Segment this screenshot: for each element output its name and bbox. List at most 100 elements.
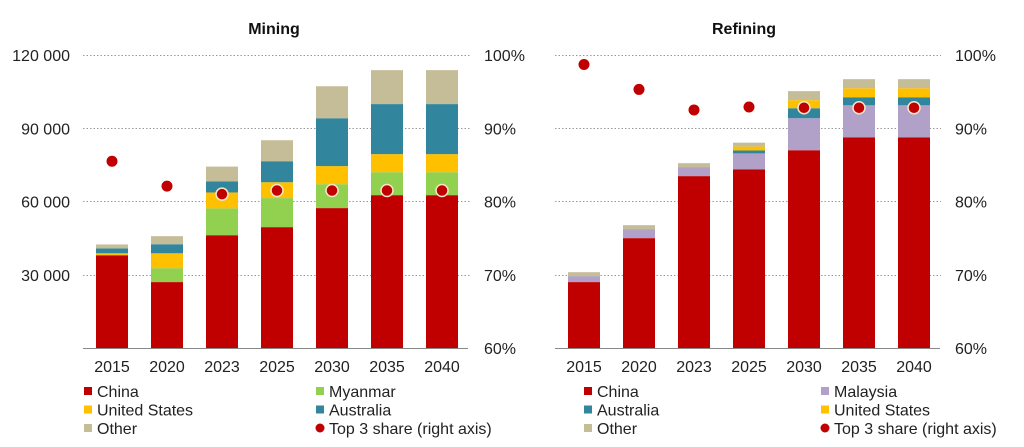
bar-segment-china [316, 208, 348, 348]
bar-segment-other [843, 79, 875, 89]
bar-segment-myanmar [426, 172, 458, 196]
top3-share-point [852, 100, 866, 115]
bar-segment-china [96, 255, 128, 348]
legend-label: Top 3 share (right axis) [329, 421, 492, 438]
right-axis-tick-label: 100% [484, 48, 525, 65]
bar-segment-other [733, 142, 765, 147]
bar-segment-china [733, 169, 765, 348]
bar-segment-australia [151, 244, 183, 254]
bar-segment-united-states [371, 154, 403, 173]
legend-marker [820, 423, 830, 433]
legend-swatch [821, 387, 829, 395]
x-axis-tick-label: 2015 [566, 359, 602, 376]
legend-label: Top 3 share (right axis) [834, 421, 997, 438]
bar-segment-united-states [151, 253, 183, 269]
bar-segment-other [678, 163, 710, 168]
bar-segment-australia [316, 118, 348, 167]
bar-segment-myanmar [206, 208, 238, 236]
legend-swatch [84, 405, 92, 414]
bar-segment-china [678, 176, 710, 348]
bar-segment-australia [261, 161, 293, 183]
top3-share-point [106, 155, 118, 167]
legend-swatch [584, 424, 592, 432]
right-axis-tick-label: 90% [484, 121, 516, 138]
bar-segment-other [206, 166, 238, 182]
bar-segment-malaysia [623, 229, 655, 239]
legend-marker [315, 423, 325, 433]
bar-segment-australia [733, 150, 765, 154]
left-axis-tick-label: 90 000 [21, 121, 70, 138]
legend-label: United States [97, 403, 193, 420]
bar-segment-other [261, 140, 293, 162]
left-axis-tick-label: 30 000 [21, 268, 70, 285]
top3-share-point [380, 183, 394, 198]
bar-segment-china [261, 227, 293, 348]
legend-label: China [597, 384, 639, 401]
top3-share-point [688, 104, 700, 116]
bar-segment-china [788, 150, 820, 348]
right-axis-tick-label: 70% [955, 268, 987, 285]
bar-segment-united-states [96, 253, 128, 256]
x-axis-tick-label: 2020 [149, 359, 185, 376]
right-axis-tick-label: 60% [484, 341, 516, 358]
bar-segment-china [151, 282, 183, 348]
bar-segment-united-states [898, 88, 930, 98]
bar-segment-malaysia [788, 118, 820, 151]
bar-segment-other [316, 86, 348, 119]
right-axis-tick-label: 90% [955, 121, 987, 138]
bar-segment-china [898, 137, 930, 348]
legend-label: Malaysia [834, 384, 897, 401]
bar-segment-other [426, 70, 458, 105]
legend-label: Other [97, 421, 138, 438]
x-axis-tick-label: 2035 [841, 359, 877, 376]
right-axis-tick-label: 100% [955, 48, 996, 65]
bar-segment-china [568, 282, 600, 348]
bar-segment-china [623, 238, 655, 348]
legend-swatch [584, 387, 592, 395]
bar-segment-china [206, 235, 238, 348]
bar-segment-australia [206, 181, 238, 193]
x-axis-tick-label: 2015 [94, 359, 130, 376]
legend-label: Australia [329, 403, 391, 420]
top3-share-point [435, 183, 449, 198]
bar-segment-australia [371, 104, 403, 155]
bar-segment-myanmar [261, 198, 293, 228]
left-axis-tick-label: 120 000 [12, 48, 70, 65]
bar-segment-other [568, 272, 600, 277]
legend-label: China [97, 384, 139, 401]
x-axis-tick-label: 2020 [621, 359, 657, 376]
bar-segment-other [623, 225, 655, 230]
top3-share-point [270, 183, 284, 198]
x-axis-tick-label: 2040 [896, 359, 932, 376]
bar-segment-china [426, 195, 458, 348]
x-axis-tick-label: 2040 [424, 359, 460, 376]
legend-swatch [316, 405, 324, 414]
bar-segment-united-states [733, 146, 765, 151]
right-axis-tick-label: 60% [955, 341, 987, 358]
bar-segment-united-states [316, 166, 348, 185]
legend-swatch [84, 387, 92, 395]
bar-segment-malaysia [678, 167, 710, 177]
top3-share-point [578, 59, 590, 71]
chart-refining: Refining 100% 90% 80% 70% 60% 2015 2020 2023 2025… [555, 21, 997, 438]
top3-share-point [797, 100, 811, 115]
bar-segment-malaysia [733, 153, 765, 170]
legend-swatch [584, 405, 592, 414]
legend-label: Other [597, 421, 638, 438]
x-axis-tick-label: 2025 [259, 359, 295, 376]
bar-segment-other [898, 79, 930, 89]
legend-label: United States [834, 403, 930, 420]
bar-segment-myanmar [371, 172, 403, 196]
bar-segment-myanmar [151, 268, 183, 283]
x-axis-tick-label: 2030 [314, 359, 350, 376]
legend-label: Myanmar [329, 384, 396, 401]
left-axis-tick-label: 60 000 [21, 195, 70, 212]
x-axis-tick-label: 2030 [786, 359, 822, 376]
right-axis-tick-label: 70% [484, 268, 516, 285]
bar-segment-other [96, 244, 128, 249]
top3-share-point [907, 100, 921, 115]
top3-share-point [215, 187, 229, 201]
bar-segment-malaysia [568, 276, 600, 283]
legend-label: Australia [597, 403, 659, 420]
top3-share-point [743, 101, 755, 113]
